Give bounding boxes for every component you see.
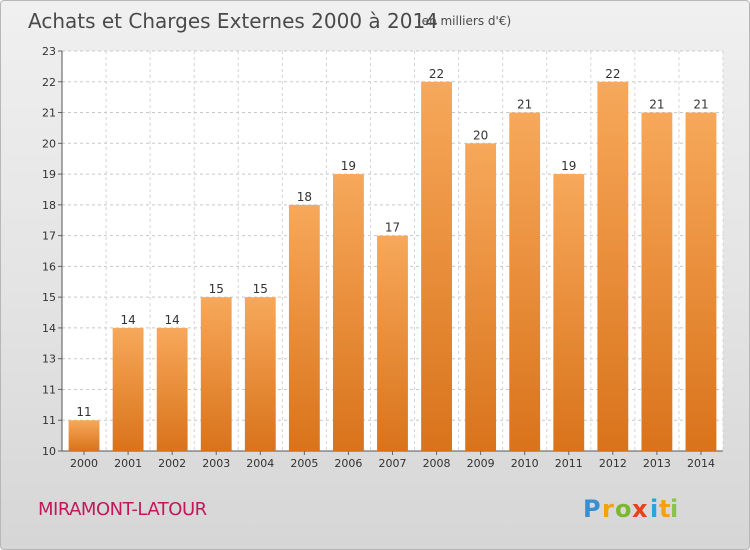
x-tick-label: 2002: [158, 457, 186, 470]
data-label: 18: [297, 190, 312, 204]
bar: [421, 81, 452, 452]
y-tick-label: 16: [42, 260, 56, 273]
value-labels: 11 14 14 15 15 18 19 17 22 20 21 19 22 21 21: [76, 67, 708, 419]
data-label: 21: [649, 98, 664, 112]
logo-letter: i: [650, 495, 658, 523]
x-tick-label: 2007: [379, 457, 407, 470]
y-tick-label: 11: [42, 383, 56, 396]
y-tick-label: 19: [42, 168, 56, 181]
y-tick-label: 14: [42, 322, 56, 335]
data-label: 21: [693, 98, 708, 112]
x-tick-label: 2006: [334, 457, 362, 470]
bar: [156, 327, 188, 451]
x-tick-label: 2014: [687, 457, 715, 470]
x-tick-label: 2011: [555, 457, 583, 470]
y-tick-label: 23: [42, 45, 56, 58]
y-tick-label: 15: [42, 291, 56, 304]
data-label: 11: [76, 405, 91, 419]
bar: [244, 297, 276, 451]
x-tick-label: 2005: [290, 457, 318, 470]
x-tick-label: 2000: [70, 457, 98, 470]
chart-subtitle: (en milliers d'€): [417, 14, 511, 28]
data-label: 20: [473, 128, 488, 142]
x-tick-label: 2004: [246, 457, 274, 470]
logo-letter: i: [670, 495, 678, 523]
axes: 10 11 11 13 14 15 16 17 18 19 20 21 22 23 2000 2001 2002…: [42, 45, 723, 470]
data-label: 14: [120, 313, 135, 327]
data-label: 22: [605, 67, 620, 81]
x-tick-label: 2012: [599, 457, 627, 470]
x-tick-label: 2003: [202, 457, 230, 470]
y-tick-label: 11: [42, 414, 56, 427]
bar: [200, 297, 232, 451]
y-tick-label: 10: [42, 445, 56, 458]
y-tick-label: 21: [42, 107, 56, 120]
data-label: 19: [341, 159, 356, 173]
y-tick-label: 22: [42, 76, 56, 89]
y-tick-label: 20: [42, 137, 56, 150]
logo-letter: t: [659, 495, 670, 523]
place-name: MIRAMONT-LATOUR: [38, 499, 207, 520]
logo-letter: r: [602, 495, 614, 523]
y-tick-label: 17: [42, 230, 56, 243]
data-label: 17: [385, 221, 400, 235]
x-tick-label: 2001: [114, 457, 142, 470]
bar: [509, 112, 541, 452]
y-tick-label: 18: [42, 199, 56, 212]
bar: [641, 112, 673, 452]
data-label: 21: [517, 98, 532, 112]
data-label: 15: [253, 282, 268, 296]
y-tick-label: 13: [42, 353, 56, 366]
x-tick-label: 2010: [511, 457, 539, 470]
x-tick-label: 2009: [467, 457, 495, 470]
bar: [377, 235, 408, 451]
logo-letter: x: [632, 495, 648, 523]
logo-letter: o: [615, 495, 632, 523]
x-tick-label: 2008: [423, 457, 451, 470]
bar: [553, 174, 585, 452]
bar: [68, 420, 100, 451]
data-label: 15: [209, 282, 224, 296]
logo-letter: P: [583, 495, 601, 523]
bars: [68, 81, 717, 452]
bar: [333, 174, 364, 452]
bar: [597, 81, 629, 452]
bar: [465, 143, 497, 452]
bar: [685, 112, 717, 452]
data-label: 19: [561, 159, 576, 173]
data-label: 14: [165, 313, 180, 327]
x-tick-label: 2013: [643, 457, 671, 470]
bar: [288, 204, 320, 451]
chart-title: Achats et Charges Externes 2000 à 2014: [28, 9, 438, 33]
bar: [112, 327, 144, 451]
data-label: 22: [429, 67, 444, 81]
